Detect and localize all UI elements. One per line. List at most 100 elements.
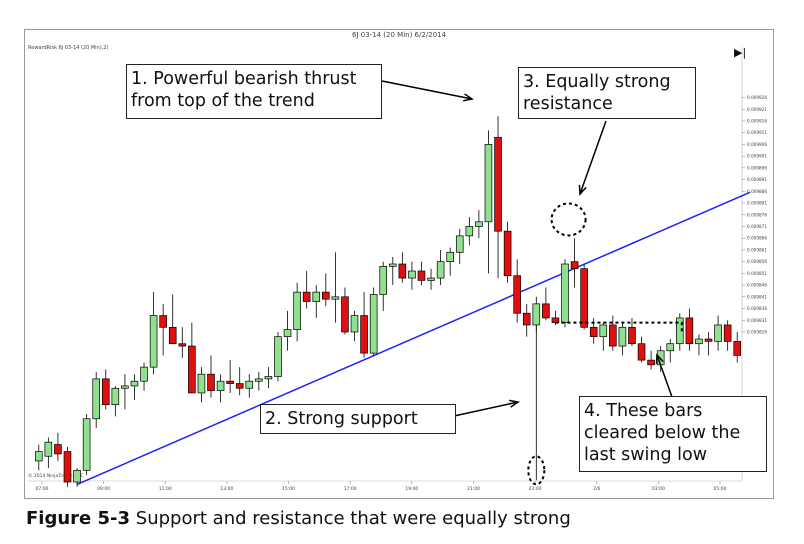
bull-candle	[274, 336, 282, 377]
y-tick-label: 0.009881	[747, 201, 767, 206]
bear-candle	[704, 338, 713, 342]
x-tick-label: 13:00	[220, 486, 233, 492]
bull-candle	[255, 378, 263, 382]
bear-candle	[542, 303, 550, 319]
bull-candle	[73, 469, 81, 483]
x-tick-label: 07:00	[36, 486, 49, 492]
trendline	[76, 191, 751, 486]
bull-candle	[197, 373, 206, 394]
y-tick-label: 0.009906	[747, 142, 767, 147]
bull-candle	[121, 385, 129, 389]
bull-candle	[475, 221, 483, 227]
x-tick-label: 21:00	[467, 486, 480, 492]
bear-candle	[178, 343, 187, 347]
x-axis: 07:00 09:00 11:00 13:00 15:00 17:00 19:00 21:00…	[36, 481, 727, 492]
bear-candle	[341, 296, 349, 333]
bull-candle	[44, 441, 53, 457]
annotation-2: 2. Strong support	[260, 404, 456, 434]
arrow-2-head	[509, 399, 520, 408]
bear-candle	[503, 230, 512, 277]
arrow-4	[656, 354, 673, 398]
y-tick-label: 0.009901	[747, 154, 767, 159]
y-tick-label: 0.009846	[747, 283, 767, 288]
bull-candle	[369, 294, 378, 354]
bull-candle	[561, 263, 569, 323]
annotation-1-line-1: 1. Powerful bearish thrust	[131, 69, 357, 89]
bear-candle	[226, 380, 234, 384]
y-tick-label: 0.009921	[747, 107, 767, 112]
arrow-3-head	[578, 184, 587, 196]
bull-candle	[264, 376, 273, 380]
swing-low-line	[555, 321, 683, 333]
support-circle	[527, 455, 546, 486]
trendline-layer	[76, 191, 751, 486]
bear-candle	[302, 291, 311, 302]
candles-layer	[34, 116, 742, 487]
bull-candle	[331, 296, 340, 300]
bull-candle	[676, 317, 684, 345]
y-tick-label: 0.009871	[747, 224, 767, 229]
annotation-1-line-2: from top of the trend	[131, 91, 315, 111]
copyright-label: © 2014 NinjaTrader, LLC	[28, 474, 84, 479]
bull-candle	[34, 451, 43, 462]
annotation-4: 4. These bars cleared below the last swi…	[579, 396, 767, 472]
annotation-2-line-1: 2. Strong support	[265, 409, 418, 429]
y-tick-label: 0.009856	[747, 259, 767, 264]
bull-candle	[130, 380, 139, 387]
bull-candle	[149, 315, 158, 368]
bear-candle	[570, 261, 579, 270]
bull-candle	[111, 387, 120, 406]
bull-candle	[436, 261, 445, 279]
x-tick-label: 15:00	[282, 486, 295, 492]
bear-candle	[54, 444, 62, 455]
bear-candle	[723, 324, 732, 342]
bull-candle	[599, 324, 608, 338]
bear-candle	[522, 312, 531, 326]
bear-candle	[63, 451, 72, 483]
bear-candle	[159, 315, 167, 328]
annotation-1: 1. Powerful bearish thrust from top of t…	[126, 64, 382, 119]
arrow-2	[453, 401, 519, 417]
y-tick-label: 0.009886	[747, 189, 767, 194]
y-axis: 0.009926 0.009921 0.009916 0.009911 0.009906…	[742, 95, 767, 334]
x-tick-label: 2/6	[593, 486, 600, 492]
instrument-label: RewardRisk 6J 03-14 (20 Min),2)	[28, 45, 109, 51]
bear-candle	[235, 383, 244, 389]
bear-candle	[360, 315, 368, 354]
y-tick-label: 0.009841	[747, 294, 767, 299]
y-tick-label: 0.009861	[747, 247, 767, 252]
bull-candle	[350, 315, 359, 333]
annotation-4-line-2: cleared below the	[584, 423, 741, 443]
y-tick-label: 0.009851	[747, 271, 767, 276]
bull-candle	[283, 329, 292, 338]
bull-candle	[455, 235, 464, 253]
play-icon[interactable]: ▶|	[734, 46, 747, 59]
x-tick-label: 19:00	[405, 486, 418, 492]
bear-candle	[685, 317, 694, 345]
annotation-4-line-3: last swing low	[584, 445, 708, 465]
annotation-3-line-1: 3. Equally strong	[523, 72, 671, 92]
bull-candle	[618, 326, 627, 347]
bear-candle	[609, 324, 617, 347]
bear-candle	[647, 359, 655, 366]
bull-candle	[82, 418, 91, 471]
bear-candle	[733, 341, 742, 356]
bear-candle	[322, 291, 330, 300]
x-tick-label: 09:00	[97, 486, 110, 492]
x-tick-label: 17:00	[344, 486, 357, 492]
x-tick-label: 11:00	[159, 486, 172, 492]
bear-candle	[101, 378, 110, 406]
bear-candle	[207, 373, 215, 391]
bull-candle	[245, 380, 254, 389]
bull-candle	[666, 343, 675, 352]
x-tick-label: 23:00	[529, 486, 542, 492]
y-tick-label: 0.009896	[747, 165, 767, 170]
y-tick-label: 0.009866	[747, 236, 767, 241]
candlestick-chart: 0.009926 0.009921 0.009916 0.009911 0.009906…	[28, 47, 767, 492]
bull-candle	[293, 291, 301, 330]
bull-candle	[427, 277, 435, 281]
bull-candle	[216, 380, 225, 391]
y-tick-label: 0.009911	[747, 130, 767, 135]
bull-candle	[140, 366, 148, 382]
figure-caption: Figure 5-3 Support and resistance that w…	[26, 508, 571, 529]
